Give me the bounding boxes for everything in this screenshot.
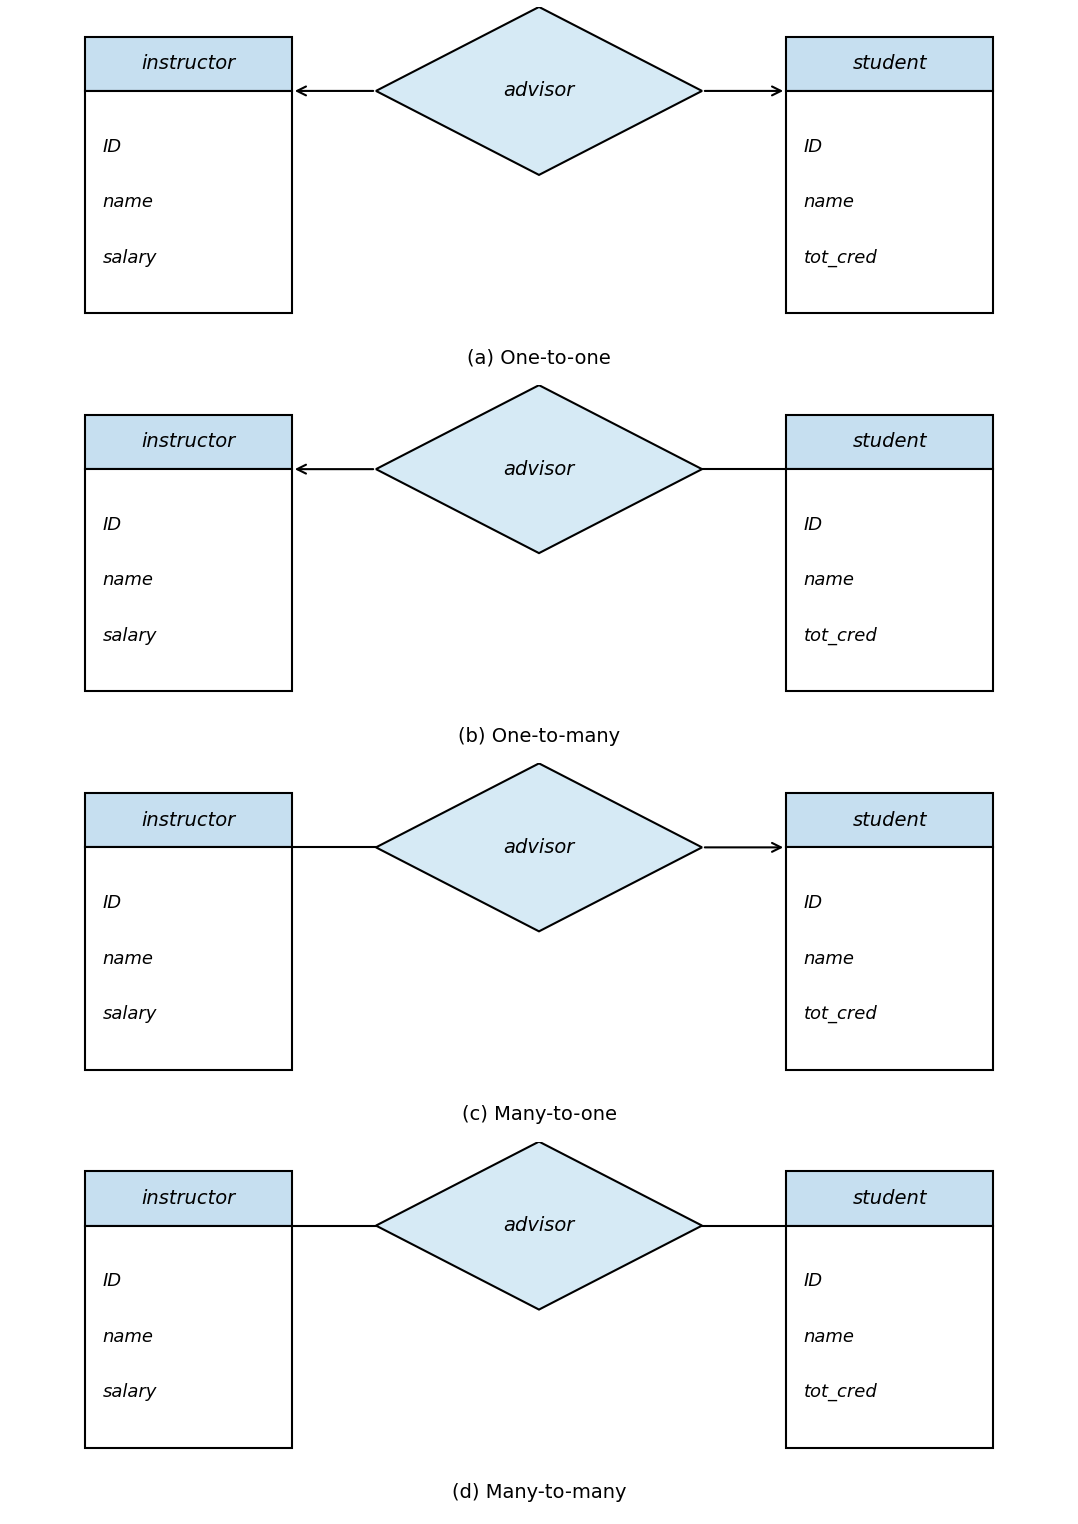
Bar: [84, 847, 292, 1070]
Text: ID: ID: [804, 137, 823, 155]
Bar: [786, 91, 994, 314]
Text: advisor: advisor: [503, 1216, 575, 1234]
Text: instructor: instructor: [141, 811, 235, 829]
Text: advisor: advisor: [503, 838, 575, 856]
Text: name: name: [102, 194, 153, 212]
Bar: [786, 415, 994, 469]
Text: name: name: [804, 194, 855, 212]
Text: name: name: [804, 572, 855, 590]
Text: salary: salary: [102, 1384, 156, 1402]
Text: name: name: [102, 1327, 153, 1346]
Text: salary: salary: [102, 248, 156, 267]
Text: ID: ID: [102, 1273, 122, 1291]
Polygon shape: [376, 8, 702, 175]
Bar: [84, 1225, 292, 1448]
Text: ID: ID: [804, 515, 823, 533]
Text: tot_cred: tot_cred: [804, 1004, 877, 1023]
Text: name: name: [804, 1327, 855, 1346]
Text: tot_cred: tot_cred: [804, 626, 877, 645]
Bar: [786, 469, 994, 692]
Bar: [84, 1172, 292, 1225]
Text: salary: salary: [102, 1006, 156, 1023]
Text: tot_cred: tot_cred: [804, 248, 877, 267]
Text: instructor: instructor: [141, 433, 235, 451]
Polygon shape: [376, 386, 702, 553]
Bar: [84, 91, 292, 314]
Text: instructor: instructor: [141, 1189, 235, 1209]
Bar: [84, 792, 292, 847]
Text: salary: salary: [102, 626, 156, 645]
Bar: [84, 37, 292, 91]
Text: name: name: [804, 949, 855, 968]
Text: ID: ID: [102, 515, 122, 533]
Text: (a) One-to-one: (a) One-to-one: [467, 349, 611, 367]
Text: (d) Many-to-many: (d) Many-to-many: [452, 1483, 626, 1503]
Text: name: name: [102, 949, 153, 968]
Bar: [786, 847, 994, 1070]
Text: student: student: [853, 55, 927, 73]
Text: instructor: instructor: [141, 55, 235, 73]
Text: name: name: [102, 572, 153, 590]
Text: ID: ID: [102, 137, 122, 155]
Text: ID: ID: [102, 895, 122, 911]
Bar: [786, 792, 994, 847]
Polygon shape: [376, 764, 702, 931]
Bar: [786, 37, 994, 91]
Bar: [84, 469, 292, 692]
Bar: [84, 415, 292, 469]
Text: tot_cred: tot_cred: [804, 1384, 877, 1402]
Text: (c) Many-to-one: (c) Many-to-one: [461, 1105, 617, 1125]
Text: (b) One-to-many: (b) One-to-many: [458, 727, 620, 745]
Text: student: student: [853, 433, 927, 451]
Text: ID: ID: [804, 895, 823, 911]
Bar: [786, 1225, 994, 1448]
Text: student: student: [853, 1189, 927, 1209]
Text: ID: ID: [804, 1273, 823, 1291]
Polygon shape: [376, 1141, 702, 1309]
Text: student: student: [853, 811, 927, 829]
Bar: [786, 1172, 994, 1225]
Text: advisor: advisor: [503, 460, 575, 479]
Text: advisor: advisor: [503, 81, 575, 101]
